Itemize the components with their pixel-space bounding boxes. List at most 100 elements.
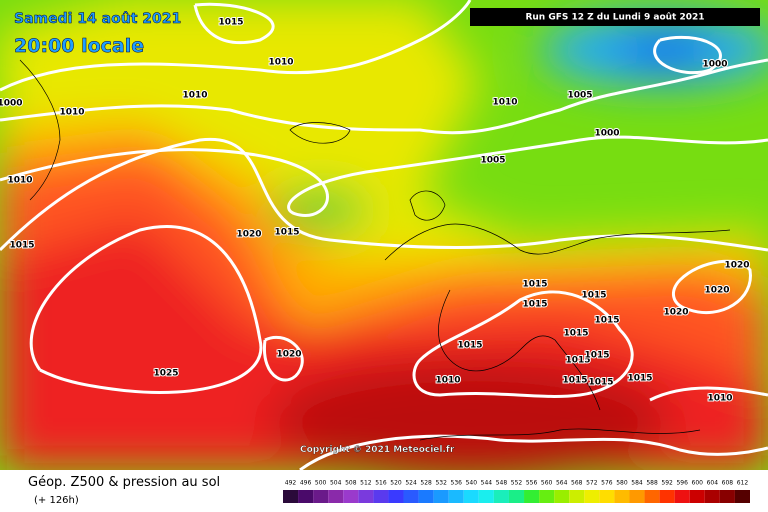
legend-label: 576 xyxy=(601,480,613,487)
isobar-label: 1015 xyxy=(588,378,613,388)
legend-label: 516 xyxy=(375,480,387,487)
isobar-label: 1005 xyxy=(480,156,505,166)
isobar-label: 1000 xyxy=(702,60,727,70)
legend-label: 560 xyxy=(541,480,553,487)
legend-swatch xyxy=(463,490,479,503)
legend-swatch xyxy=(569,490,585,503)
isobar-label: 1010 xyxy=(59,108,84,118)
legend-label: 544 xyxy=(481,480,493,487)
legend-swatch xyxy=(734,490,750,503)
legend-label: 552 xyxy=(511,480,523,487)
legend-swatch xyxy=(403,490,419,503)
legend-swatch xyxy=(584,490,600,503)
isobars xyxy=(0,0,768,470)
run-info: Run GFS 12 Z du Lundi 9 août 2021 xyxy=(525,13,704,23)
legend-label: 580 xyxy=(616,480,628,487)
isobar-label: 1015 xyxy=(563,329,588,339)
legend-label: 556 xyxy=(526,480,538,487)
legend-swatch xyxy=(554,490,570,503)
legend-label: 508 xyxy=(345,480,357,487)
isobar-label: 1020 xyxy=(276,350,301,360)
legend-label: 592 xyxy=(661,480,673,487)
legend-label: 572 xyxy=(586,480,598,487)
legend-swatch xyxy=(478,490,494,503)
legend-swatch xyxy=(298,490,314,503)
legend-swatch xyxy=(343,490,359,503)
isobar-label: 1015 xyxy=(522,280,547,290)
isobar-label: 1015 xyxy=(581,291,606,301)
legend-swatch xyxy=(719,490,735,503)
isobar-label: 1000 xyxy=(594,129,619,139)
legend-label: 600 xyxy=(692,480,704,487)
isobar-label: 1025 xyxy=(153,369,178,379)
legend-label: 584 xyxy=(631,480,643,487)
legend-label: 548 xyxy=(496,480,508,487)
legend-label: 588 xyxy=(646,480,658,487)
legend-swatch xyxy=(418,490,434,503)
legend-swatch xyxy=(629,490,645,503)
valid-date: Samedi 14 août 2021 xyxy=(14,11,181,27)
legend-swatch xyxy=(659,490,675,503)
legend-label: 492 xyxy=(285,480,297,487)
valid-time: 20:00 locale xyxy=(14,35,144,57)
isobar-label: 1010 xyxy=(707,394,732,404)
isobar-labels: 1015 1010 1010 1000 1010 1010 1015 1020 1015 1010… xyxy=(0,17,751,405)
legend-label: 520 xyxy=(390,480,402,487)
legend-swatch xyxy=(358,490,374,503)
legend-swatch xyxy=(328,490,344,503)
legend-swatch xyxy=(599,490,615,503)
isobar-label: 1015 xyxy=(274,228,299,238)
isobar-label: 1015 xyxy=(627,374,652,384)
isobar-label: 1015 xyxy=(218,18,243,28)
legend-swatch xyxy=(508,490,525,503)
isobar-label: 1000 xyxy=(0,99,23,109)
field xyxy=(0,0,768,470)
isobar-label: 1005 xyxy=(567,91,592,101)
isobar-label: 1020 xyxy=(663,308,688,318)
isobar-label: 1020 xyxy=(236,230,261,240)
isobar-label: 1015 xyxy=(562,376,587,386)
isobar-label: 1015 xyxy=(9,241,34,251)
copyright: Copyright © 2021 Meteociel.fr xyxy=(300,445,455,455)
isobar-label: 1015 xyxy=(594,316,619,326)
isobar-label: 1015 xyxy=(522,300,547,310)
legend-label: 500 xyxy=(315,480,327,487)
legend-swatch xyxy=(433,490,449,503)
color-legend: 492 496 500 504 508 512 516 520 524 528 532 536 540 5… xyxy=(283,480,750,503)
legend-label: 568 xyxy=(571,480,583,487)
legend-label: 532 xyxy=(435,480,447,487)
legend-label: 512 xyxy=(360,480,372,487)
run-banner xyxy=(470,8,760,26)
isobar-label: 1010 xyxy=(7,176,32,186)
legend-label: 604 xyxy=(707,480,719,487)
legend-label: 524 xyxy=(405,480,417,487)
legend-label: 536 xyxy=(451,480,463,487)
legend-swatch xyxy=(704,490,720,503)
legend-label: 504 xyxy=(330,480,342,487)
footer-title: Géop. Z500 & pression au sol xyxy=(28,475,220,490)
legend-swatch xyxy=(524,490,540,503)
legend-swatch xyxy=(283,490,299,503)
legend-label: 564 xyxy=(556,480,568,487)
legend-swatch xyxy=(614,490,630,503)
isobar-label: 1015 xyxy=(584,351,609,361)
legend-swatch xyxy=(539,490,555,503)
legend-swatch xyxy=(448,490,464,503)
legend-label: 608 xyxy=(722,480,734,487)
legend-label: 496 xyxy=(300,480,312,487)
isobar-label: 1010 xyxy=(435,376,460,386)
legend-label: 540 xyxy=(466,480,478,487)
legend-swatch xyxy=(493,490,509,503)
legend-label: 528 xyxy=(420,480,432,487)
isobar-label: 1010 xyxy=(268,58,293,68)
isobar-label: 1010 xyxy=(182,91,207,101)
legend-label: 612 xyxy=(737,480,749,487)
coastlines xyxy=(19,59,731,441)
footer-subtitle: (+ 126h) xyxy=(34,495,79,506)
isobar-label: 1015 xyxy=(565,356,590,366)
legend-swatch xyxy=(674,490,690,503)
legend-swatch xyxy=(689,490,705,503)
legend-swatch xyxy=(644,490,660,503)
legend-label: 596 xyxy=(676,480,688,487)
